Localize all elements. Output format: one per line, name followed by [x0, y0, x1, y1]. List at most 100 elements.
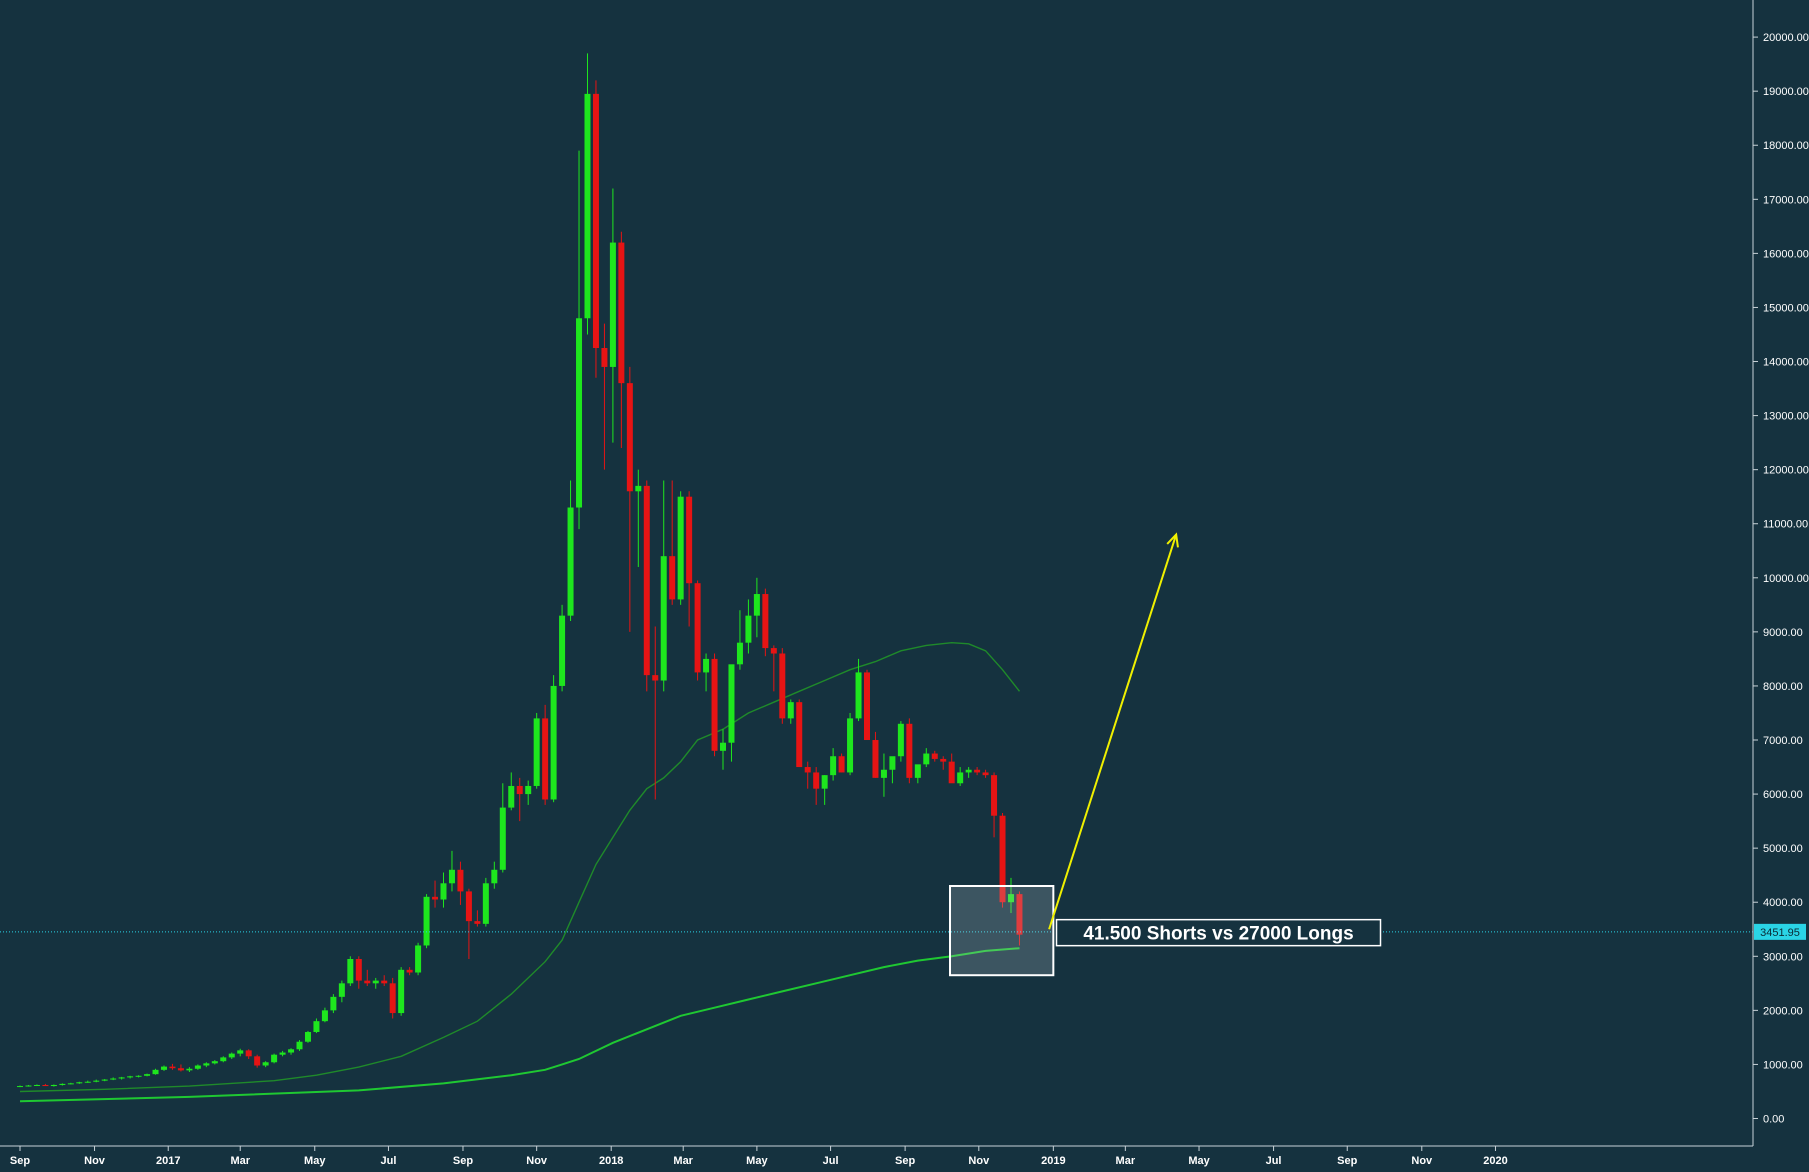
x-tick-label: Jul	[1266, 1155, 1282, 1167]
y-tick-label: 18000.00	[1763, 140, 1809, 152]
candle-body	[474, 921, 481, 924]
candle-body	[974, 769, 981, 773]
x-tick-label: May	[746, 1155, 768, 1167]
candle	[720, 729, 727, 770]
candle	[76, 1081, 83, 1084]
candle-body	[381, 980, 388, 984]
candle-body	[25, 1085, 32, 1087]
candle-body	[516, 785, 523, 795]
candle	[804, 761, 811, 789]
candle-body	[948, 761, 955, 784]
candle	[736, 610, 743, 670]
candle	[288, 1048, 295, 1055]
candle-body	[101, 1079, 108, 1081]
candle-body	[931, 753, 938, 759]
candle-body	[1016, 894, 1023, 935]
x-tick-label: 2017	[156, 1155, 180, 1167]
x-tick-label: Sep	[895, 1155, 915, 1167]
y-tick-label: 5000.00	[1763, 843, 1803, 855]
candle	[262, 1061, 269, 1068]
candle	[847, 712, 854, 776]
candle	[177, 1064, 184, 1072]
y-tick-label: 9000.00	[1763, 627, 1803, 639]
candle	[508, 772, 515, 811]
candle-body	[194, 1065, 201, 1069]
candle	[686, 491, 693, 627]
candle	[660, 480, 667, 692]
candle-body	[42, 1084, 49, 1087]
candle-body	[720, 742, 727, 751]
candle-body	[245, 1050, 252, 1057]
y-tick-label: 3000.00	[1763, 951, 1803, 963]
candle	[499, 783, 506, 873]
candle	[203, 1062, 210, 1068]
candle-body	[211, 1061, 218, 1064]
candle-body	[406, 969, 413, 973]
candle	[880, 753, 887, 797]
candle	[779, 648, 786, 724]
x-tick-label: Nov	[1411, 1155, 1433, 1167]
candle-body	[525, 785, 532, 795]
candle-body	[33, 1084, 40, 1086]
candle	[914, 764, 921, 784]
candle-body	[703, 658, 710, 673]
candle	[101, 1079, 108, 1082]
candle-body	[965, 769, 972, 773]
candle	[279, 1050, 286, 1057]
candle	[559, 604, 566, 692]
candle	[127, 1075, 134, 1079]
candle	[525, 780, 532, 805]
candle-body	[991, 775, 998, 816]
last-price-badge	[1754, 923, 1806, 940]
candle-body	[618, 242, 625, 384]
y-tick-label: 15000.00	[1763, 302, 1809, 314]
candle	[1016, 891, 1023, 946]
candle-body	[482, 883, 489, 924]
candle-body	[144, 1074, 151, 1076]
candle-body	[118, 1077, 125, 1079]
candle-body	[576, 318, 583, 508]
candle	[762, 588, 769, 657]
candle-body	[592, 93, 599, 349]
candle	[118, 1076, 125, 1080]
candle-body	[127, 1076, 134, 1078]
candle-body	[787, 702, 794, 719]
candle	[304, 1030, 311, 1043]
candle-body	[398, 969, 405, 1014]
candle	[897, 721, 904, 762]
x-tick-label: Nov	[84, 1155, 106, 1167]
candle-body	[635, 485, 642, 492]
candle-body	[728, 664, 735, 743]
annotations: 3451.95 41.500 Shorts vs 27000 Longs	[0, 532, 1806, 977]
arrow-line	[1048, 534, 1178, 930]
annotation-text: 41.500 Shorts vs 27000 Longs	[1083, 924, 1353, 945]
candle-body	[813, 772, 820, 789]
candle-body	[347, 958, 354, 984]
candle	[160, 1065, 167, 1071]
candle-body	[736, 642, 743, 665]
candle-body	[906, 723, 913, 778]
x-tick-label: Nov	[526, 1155, 548, 1167]
candle-body	[872, 740, 879, 778]
candle-body	[355, 958, 362, 981]
candle	[864, 669, 870, 741]
candle-body	[135, 1075, 142, 1077]
candle	[550, 675, 557, 803]
candle-body	[186, 1068, 193, 1071]
candle-body	[864, 672, 870, 741]
candle-body	[84, 1081, 91, 1083]
candle-body	[957, 772, 964, 784]
candle-body	[389, 983, 396, 1014]
candle	[855, 658, 862, 722]
candle-body	[372, 980, 379, 984]
candle	[474, 910, 481, 927]
candle	[821, 775, 828, 805]
x-tick-label: May	[304, 1155, 326, 1167]
candle-body	[279, 1052, 286, 1055]
candle	[516, 777, 523, 822]
candle	[830, 748, 837, 781]
candle-body	[880, 769, 887, 778]
candle	[25, 1084, 32, 1087]
candle-body	[652, 675, 659, 681]
candle	[931, 750, 938, 762]
